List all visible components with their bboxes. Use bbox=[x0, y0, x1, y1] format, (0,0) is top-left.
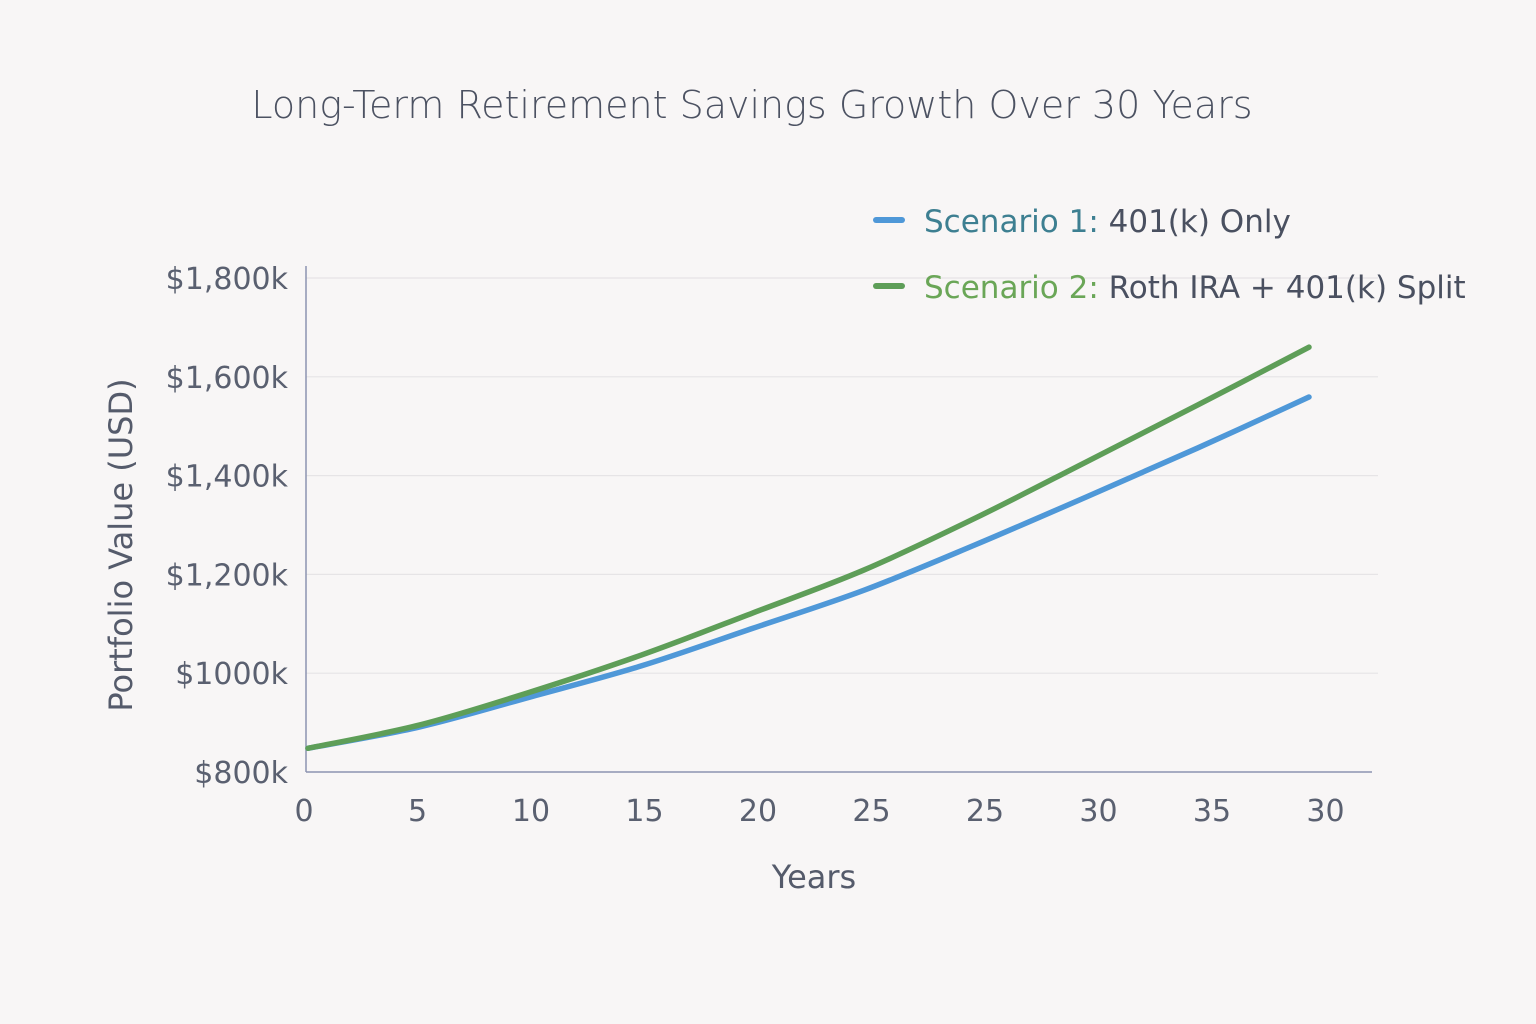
y-tick-label: $1,400k bbox=[166, 460, 289, 495]
x-tick-label: 10 bbox=[512, 794, 550, 829]
series-lines bbox=[305, 344, 1312, 752]
x-tick-label: 30 bbox=[1079, 794, 1117, 829]
y-tick-label: $1,600k bbox=[166, 361, 289, 396]
legend-entry: Scenario 2: Roth IRA + 401(k) Split bbox=[924, 270, 1466, 306]
y-tick-label: $1,800k bbox=[166, 262, 289, 297]
x-tick-label: 0 bbox=[294, 794, 313, 829]
legend-name: 401(k) Only bbox=[1109, 204, 1291, 240]
x-tick-label: 25 bbox=[966, 794, 1004, 829]
x-tick-label: 30 bbox=[1306, 794, 1344, 829]
y-tick-label: $1000k bbox=[175, 657, 288, 692]
x-axis-label: Years bbox=[771, 858, 856, 896]
legend-entry: Scenario 1: 401(k) Only bbox=[924, 204, 1291, 240]
x-tick-label: 15 bbox=[625, 794, 663, 829]
x-tick-label: 25 bbox=[852, 794, 890, 829]
y-tick-labels: $800k $1000k $1,200k $1,400k $1,600k $1,800k bbox=[166, 262, 289, 791]
chart-title: Long-Term Retirement Savings Growth Over… bbox=[251, 83, 1252, 127]
series-line-1 bbox=[305, 394, 1312, 752]
y-tick-label: $800k bbox=[194, 756, 288, 791]
legend-prefix: Scenario 1: bbox=[924, 204, 1109, 240]
y-tick-label: $1,200k bbox=[166, 558, 289, 593]
series-line-2 bbox=[305, 344, 1312, 752]
x-tick-labels: 0 5 10 15 20 25 25 30 35 30 bbox=[294, 794, 1344, 829]
gridlines bbox=[306, 277, 1378, 674]
legend-prefix: Scenario 2: bbox=[924, 270, 1109, 306]
x-tick-label: 20 bbox=[739, 794, 777, 829]
x-tick-label: 5 bbox=[408, 794, 427, 829]
x-tick-label: 35 bbox=[1193, 794, 1231, 829]
y-axis-label: Portfolio Value (USD) bbox=[102, 378, 140, 711]
legend-name: Roth IRA + 401(k) Split bbox=[1109, 270, 1466, 306]
